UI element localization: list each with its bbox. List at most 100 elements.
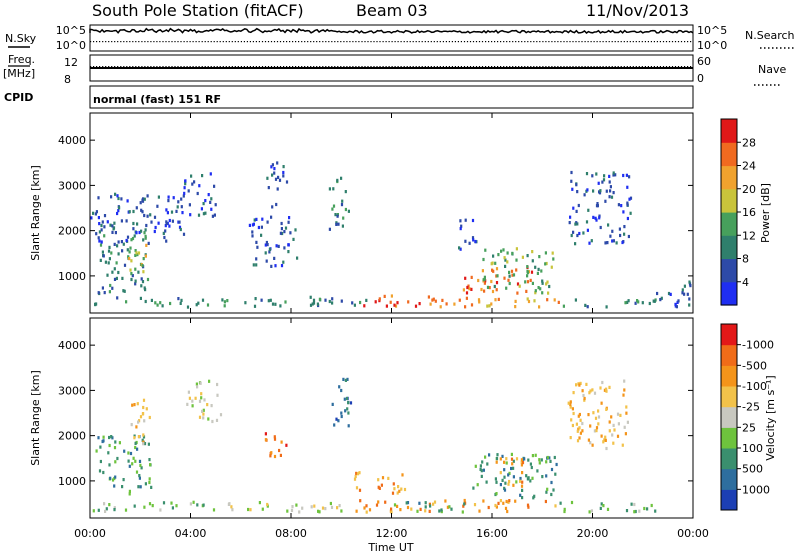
data-cell: [551, 251, 554, 255]
nave-dot: [249, 66, 251, 68]
data-cell: [604, 435, 607, 439]
nave-dot: [488, 66, 490, 68]
data-cell: [141, 264, 144, 268]
data-cell: [434, 299, 437, 303]
noise-search-dot: [397, 41, 399, 43]
data-cell: [169, 301, 172, 306]
data-cell: [614, 173, 617, 177]
y-tick-label: 2000: [58, 430, 86, 443]
data-cell: [440, 508, 443, 512]
data-cell: [601, 180, 604, 184]
data-cell: [354, 474, 357, 479]
nave-tick-top: 60: [697, 55, 711, 68]
data-cell: [142, 412, 145, 416]
nsearch-tick-bottom: 10^0: [697, 39, 727, 52]
noise-search-dot: [186, 41, 188, 43]
data-cell: [108, 257, 111, 261]
noise-search-dot: [150, 41, 152, 43]
data-cell: [216, 393, 219, 397]
y-tick-label: 2000: [58, 225, 86, 238]
noise-search-dot: [138, 41, 140, 43]
data-cell: [140, 284, 143, 288]
data-cell: [113, 506, 116, 510]
data-cell: [520, 458, 523, 462]
data-cell: [126, 248, 129, 252]
data-cell: [102, 254, 105, 258]
nave-dot: [382, 66, 384, 68]
noise-search-dot: [551, 41, 553, 43]
data-cell: [95, 232, 98, 236]
noise-search-dot: [105, 41, 107, 43]
data-cell: [331, 207, 334, 211]
data-cell: [531, 259, 534, 263]
nave-dot: [159, 66, 161, 68]
nave-dot: [156, 66, 158, 68]
data-cell: [396, 301, 399, 305]
nave-dot: [228, 66, 230, 68]
noise-search-dot: [216, 41, 218, 43]
data-cell: [626, 185, 629, 189]
noise-search-dot: [165, 41, 167, 43]
data-cell: [180, 205, 183, 209]
nave-dot: [481, 66, 484, 68]
data-cell: [578, 383, 581, 387]
data-cell: [393, 503, 397, 507]
data-cell: [359, 300, 362, 305]
data-cell: [439, 305, 442, 309]
data-cell: [221, 298, 224, 302]
data-cell: [355, 471, 358, 475]
noise-search-dot: [436, 41, 438, 43]
data-cell: [534, 453, 537, 457]
data-cell: [504, 258, 507, 262]
data-cell: [346, 377, 349, 381]
noise-search-dot: [120, 41, 122, 43]
data-cell: [618, 227, 621, 231]
data-cell: [504, 506, 508, 510]
data-cell: [477, 298, 481, 302]
data-cell: [374, 300, 377, 304]
data-cell: [503, 475, 506, 479]
date-title: 11/Nov/2013: [586, 1, 689, 20]
nave-dot: [439, 66, 441, 68]
data-cell: [482, 278, 485, 282]
data-cell: [136, 222, 139, 226]
data-cell: [301, 506, 304, 510]
data-cell: [681, 288, 684, 292]
data-cell: [172, 196, 175, 200]
noise-search-dot: [96, 41, 98, 43]
noise-search-dot: [472, 41, 475, 43]
data-cell: [521, 255, 524, 259]
data-cell: [103, 225, 106, 229]
data-cell: [282, 170, 285, 175]
data-cell: [336, 214, 339, 218]
data-cell: [518, 284, 521, 288]
nave-dot: [457, 66, 459, 68]
noise-search-dot: [536, 41, 538, 43]
nsky-label: N.Sky: [5, 32, 37, 45]
data-cell: [102, 470, 105, 475]
data-cell: [612, 239, 615, 243]
data-cell: [488, 304, 491, 308]
data-cell: [328, 187, 331, 191]
data-cell: [462, 504, 465, 508]
data-cell: [141, 210, 144, 214]
data-cell: [550, 480, 553, 485]
data-cell: [318, 297, 321, 301]
data-cell: [539, 287, 542, 291]
noise-search-dot: [276, 41, 279, 43]
data-cell: [358, 488, 362, 492]
data-cell: [626, 420, 629, 424]
data-cell: [572, 230, 575, 234]
data-cell: [148, 458, 151, 462]
y-tick-label: 3000: [58, 384, 86, 397]
noise-search-dot: [605, 41, 607, 43]
data-cell: [316, 302, 319, 306]
data-cell: [583, 398, 586, 402]
noise-search-dot: [620, 41, 622, 43]
data-cell: [375, 503, 379, 507]
data-cell: [508, 274, 511, 278]
data-cell: [328, 299, 331, 304]
data-cell: [165, 220, 168, 224]
data-cell: [514, 299, 517, 303]
data-cell: [474, 464, 477, 468]
